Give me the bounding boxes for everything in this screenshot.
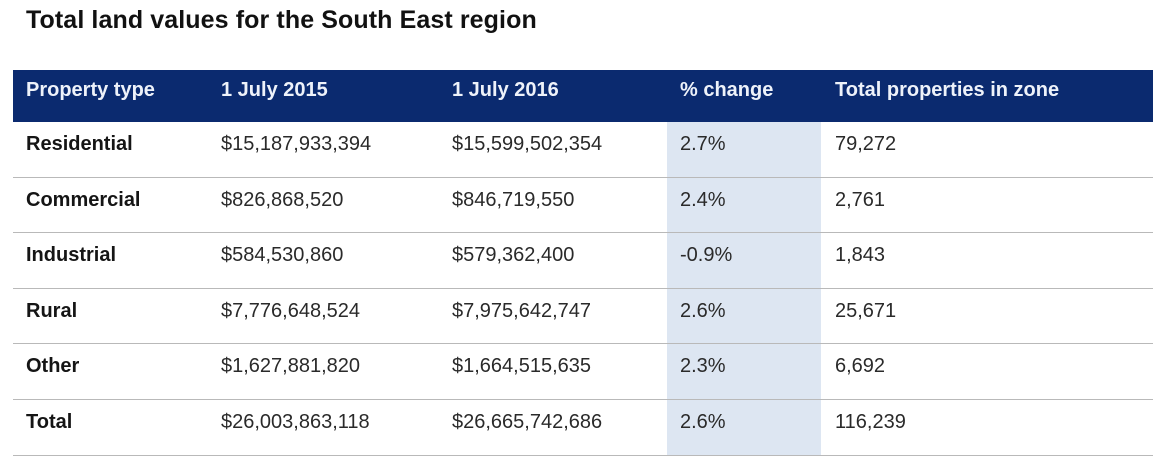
row-label: Residential	[26, 133, 133, 155]
value-july-2016: $15,599,502,354	[452, 133, 603, 155]
table-row-other: Other $1,627,881,820 $1,664,515,635 2.3%…	[13, 344, 1153, 400]
total-properties: 1,843	[835, 244, 886, 267]
row-label: Other	[26, 355, 80, 378]
land-values-table: Property type 1 July 2015 1 July 2016 % …	[13, 70, 1153, 456]
percent-change: 2.3%	[680, 355, 726, 378]
value-july-2015: $26,003,863,118	[221, 410, 370, 433]
row-label: Rural	[26, 299, 78, 322]
percent-change: -0.9%	[680, 244, 733, 267]
table-row-industrial: Industrial $584,530,860 $579,362,400 -0.…	[13, 233, 1153, 289]
percent-change-column-highlight	[667, 122, 821, 456]
total-properties: 116,239	[835, 410, 906, 433]
row-label: Industrial	[26, 244, 117, 267]
percent-change: 2.6%	[680, 410, 726, 433]
value-july-2015: $7,776,648,524	[221, 299, 361, 322]
percent-change: 2.6%	[680, 299, 726, 322]
column-header-property-type: Property type	[26, 79, 155, 101]
value-july-2016: $846,719,550	[452, 188, 575, 211]
value-july-2015: $1,627,881,820	[221, 355, 361, 378]
total-properties: 2,761	[835, 188, 886, 211]
total-properties: 6,692	[835, 355, 886, 378]
value-july-2016: $579,362,400	[452, 244, 575, 267]
table-row-total: Total $26,003,863,118 $26,665,742,686 2.…	[13, 400, 1153, 456]
row-label: Total	[26, 410, 73, 433]
table-row-rural: Rural $7,776,648,524 $7,975,642,747 2.6%…	[13, 289, 1153, 345]
column-header-july-2015: 1 July 2015	[221, 79, 328, 101]
total-properties: 79,272	[835, 133, 897, 155]
table-row-residential: Residential $15,187,933,394 $15,599,502,…	[13, 122, 1153, 178]
value-july-2016: $7,975,642,747	[452, 299, 592, 322]
total-properties: 25,671	[835, 299, 897, 322]
page-title: Total land values for the South East reg…	[26, 6, 537, 34]
value-july-2015: $15,187,933,394	[221, 133, 372, 155]
value-july-2016: $1,664,515,635	[452, 355, 592, 378]
value-july-2016: $26,665,742,686	[452, 410, 603, 433]
value-july-2015: $826,868,520	[221, 188, 344, 211]
percent-change: 2.7%	[680, 133, 726, 155]
value-july-2015: $584,530,860	[221, 244, 344, 267]
table-header: Property type 1 July 2015 1 July 2016 % …	[13, 70, 1153, 122]
column-header-total-properties: Total properties in zone	[835, 79, 1060, 101]
percent-change: 2.4%	[680, 188, 726, 211]
row-label: Commercial	[26, 188, 141, 211]
column-header-july-2016: 1 July 2016	[452, 79, 559, 101]
column-header-percent-change: % change	[680, 79, 774, 101]
table-row-commercial: Commercial $826,868,520 $846,719,550 2.4…	[13, 178, 1153, 234]
